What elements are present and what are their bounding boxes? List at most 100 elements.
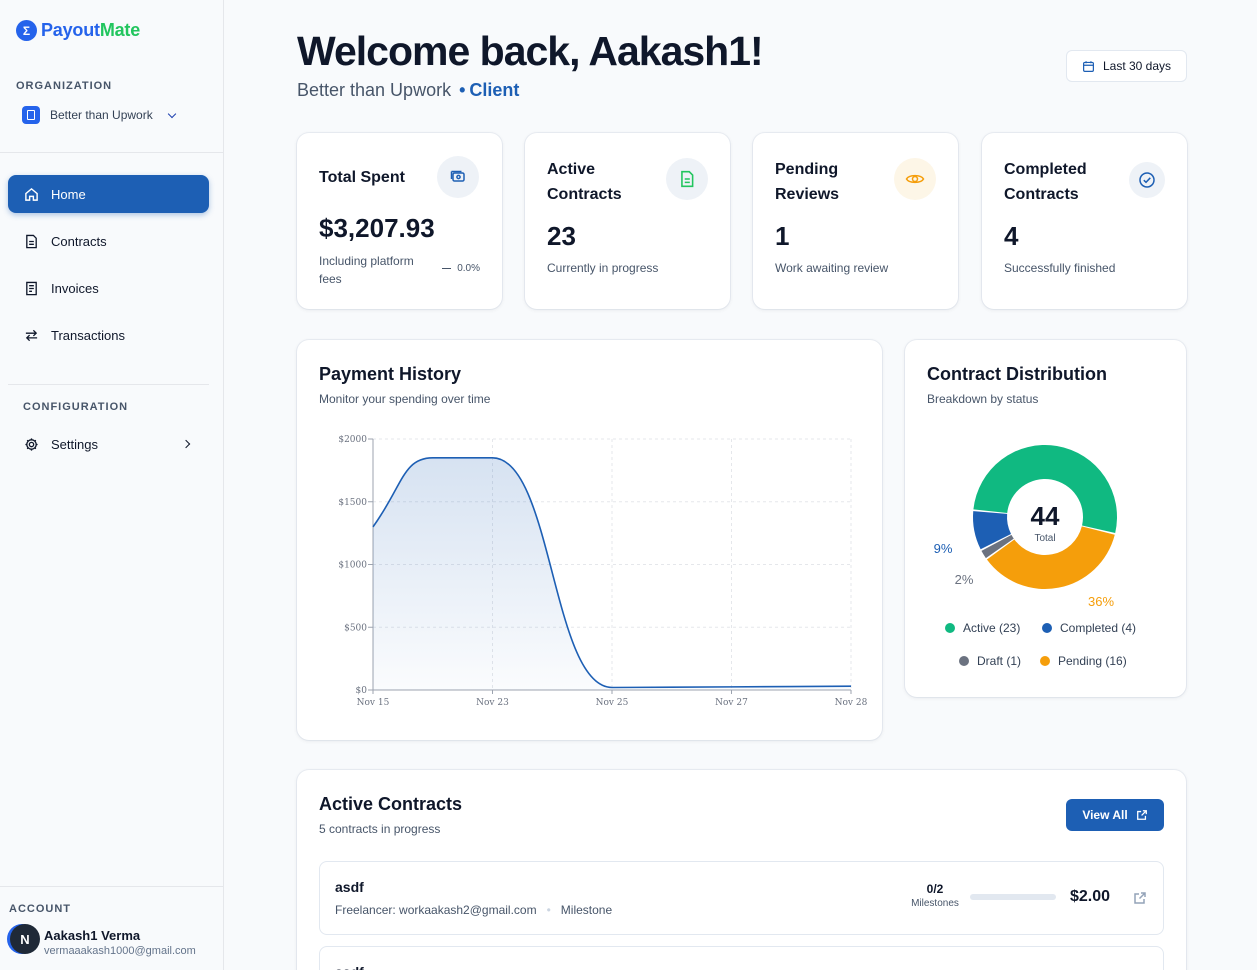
eye-icon xyxy=(894,158,936,200)
legend-item-active: Active (23) xyxy=(945,621,1020,635)
contract-row[interactable]: asdf xyxy=(319,946,1164,970)
y-tick-label: $0 xyxy=(356,686,368,696)
donut-center-value: 44 xyxy=(1031,501,1060,531)
stat-value: 4 xyxy=(1004,221,1019,251)
view-all-label: View All xyxy=(1082,808,1128,822)
contract-name: asdf xyxy=(335,879,364,895)
milestone-count: 0/2 Milestones xyxy=(911,882,959,909)
money-icon xyxy=(437,156,479,198)
stat-note: Currently in progress xyxy=(547,261,659,275)
legend-item-draft: Draft (1) xyxy=(959,654,1021,668)
sidebar-item-transactions[interactable]: Transactions xyxy=(8,316,209,354)
payment-history-card: Payment History Monitor your spending ov… xyxy=(297,340,882,740)
stat-value: 23 xyxy=(547,221,576,251)
account-section xyxy=(0,886,223,970)
stat-title: Total Spent xyxy=(319,169,405,186)
account-name: Aakash1 Verma xyxy=(44,928,141,943)
organization-label: ORGANIZATION xyxy=(16,80,113,92)
file-text-icon xyxy=(666,158,708,200)
date-range-button[interactable]: Last 30 days xyxy=(1066,50,1187,82)
stat-note: Work awaiting review xyxy=(775,261,889,275)
y-tick-label: $1000 xyxy=(338,561,367,571)
trend-indicator: 0.0% xyxy=(442,263,480,274)
y-tick-label: $1500 xyxy=(338,498,367,508)
home-icon xyxy=(24,187,39,202)
panel-title: Contract Distribution xyxy=(927,364,1107,384)
x-tick-label: Nov 23 xyxy=(476,698,509,708)
legend-item-pending: Pending (16) xyxy=(1040,654,1127,668)
area-fill xyxy=(373,457,851,690)
organization-name: Better than Upwork xyxy=(50,108,153,122)
slice-label-pending: 36% xyxy=(1088,594,1114,609)
avatar[interactable]: N xyxy=(10,924,40,954)
account-email: vermaaakash1000@gmail.com xyxy=(44,945,196,957)
y-tick-label: $2000 xyxy=(338,435,367,445)
stat-card-total-spent: Total Spent $3,207.93 Including platform… xyxy=(297,133,502,309)
brand-logo[interactable]: Σ PayoutMate xyxy=(16,20,140,41)
sidebar-item-home[interactable]: Home xyxy=(8,175,209,213)
sidebar-item-label: Contracts xyxy=(51,233,107,249)
sidebar-item-label: Settings xyxy=(51,436,98,452)
stat-card-completed-contracts: Completed Contracts 4 Successfully finish… xyxy=(982,133,1187,309)
stat-title: Completed Contracts xyxy=(1004,161,1087,203)
slice-label-completed: 9% xyxy=(934,541,953,556)
panel-subtitle: 5 contracts in progress xyxy=(319,822,441,836)
contract-row[interactable]: asdf Freelancer: workaakash2@gmail.com • M… xyxy=(319,861,1164,935)
brand-name: PayoutMate xyxy=(41,20,141,40)
x-tick-label: Nov 15 xyxy=(357,698,390,708)
sidebar-item-settings[interactable]: Settings xyxy=(8,425,209,463)
stat-value: $3,207.93 xyxy=(319,213,435,243)
view-all-button[interactable]: View All xyxy=(1066,799,1164,831)
sidebar-item-contracts[interactable]: Contracts xyxy=(8,222,209,260)
external-link-icon xyxy=(1136,810,1147,820)
milestone-progress-bar xyxy=(970,894,1056,900)
contract-name: asdf xyxy=(335,964,364,970)
receipt-icon xyxy=(24,281,39,296)
y-tick-label: $500 xyxy=(344,623,367,633)
building-icon xyxy=(22,106,40,124)
legend-item-completed: Completed (4) xyxy=(1042,621,1136,635)
sidebar-item-invoices[interactable]: Invoices xyxy=(8,269,209,307)
chevron-right-icon xyxy=(181,439,191,449)
sidebar-item-label: Invoices xyxy=(51,280,99,296)
x-tick-label: Nov 28 xyxy=(835,698,868,708)
donut-slice-pending xyxy=(986,526,1115,589)
donut-slice-draft xyxy=(981,534,1014,559)
account-label: ACCOUNT xyxy=(9,903,71,915)
page-title: Welcome back, Aakash1! xyxy=(297,28,764,74)
contract-distribution-chart: 9% 2% 36% 44 Total xyxy=(934,444,1117,609)
header-org-name: Better than Upwork xyxy=(297,80,452,100)
contract-distribution-card: Contract Distribution Breakdown by statu… xyxy=(905,340,1186,697)
gear-icon xyxy=(24,437,39,452)
external-link-icon[interactable] xyxy=(1133,891,1147,910)
stat-note: Successfully finished xyxy=(1004,261,1116,275)
stat-title: Pending Reviews xyxy=(775,161,840,203)
stat-value: 1 xyxy=(775,221,790,251)
stat-note: Including platform fees xyxy=(319,254,414,286)
sidebar-divider xyxy=(0,152,223,153)
arrows-exchange-icon xyxy=(24,328,39,343)
payoutmate-logo-icon: Σ xyxy=(16,20,37,41)
sidebar-item-label: Home xyxy=(51,186,86,202)
stat-card-active-contracts: Active Contracts 23 Currently in progress xyxy=(525,133,730,309)
organization-select[interactable]: Better than Upwork xyxy=(22,106,176,124)
slice-label-draft: 2% xyxy=(955,572,974,587)
configuration-label: CONFIGURATION xyxy=(23,401,129,413)
donut-center-label: Total xyxy=(1034,533,1055,544)
trend-flat-icon xyxy=(442,268,452,269)
calendar-icon xyxy=(1082,60,1094,72)
sidebar: Σ PayoutMate ORGANIZATION Better than Up… xyxy=(0,0,224,970)
panel-title: Active Contracts xyxy=(319,794,463,814)
contract-amount: $2.00 xyxy=(1070,888,1111,905)
x-tick-label: Nov 25 xyxy=(596,698,629,708)
check-circle-icon xyxy=(1129,162,1165,198)
chevron-down-icon xyxy=(167,109,176,118)
sidebar-item-label: Transactions xyxy=(51,327,125,343)
stat-card-pending-reviews: Pending Reviews 1 Work awaiting review xyxy=(753,133,958,309)
active-contracts-card: Active Contracts 5 contracts in progress… xyxy=(297,770,1186,970)
date-range-label: Last 30 days xyxy=(1102,59,1172,73)
stat-title: Active Contracts xyxy=(547,161,622,203)
sidebar-divider xyxy=(8,384,209,385)
document-icon xyxy=(24,234,39,249)
contract-meta: Freelancer: workaakash2@gmail.com • Milest… xyxy=(335,903,613,917)
